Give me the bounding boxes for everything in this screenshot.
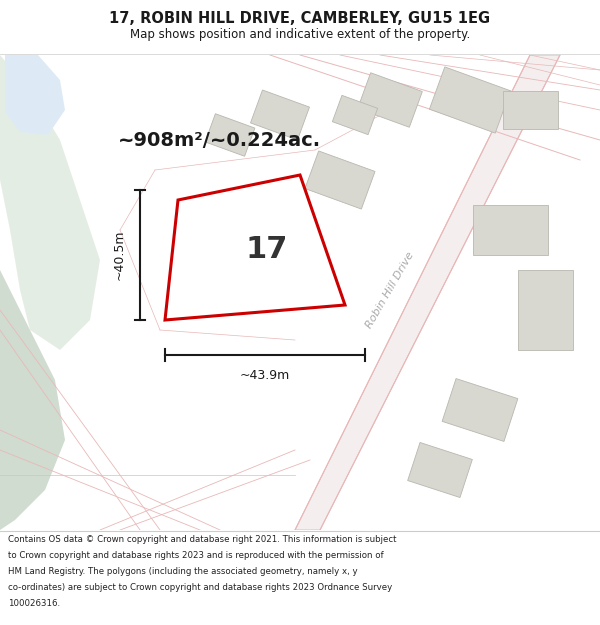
Polygon shape [430,67,511,133]
Text: ~908m²/~0.224ac.: ~908m²/~0.224ac. [118,131,321,149]
Polygon shape [305,151,375,209]
Text: 100026316.: 100026316. [8,599,60,608]
Polygon shape [0,55,100,350]
Text: co-ordinates) are subject to Crown copyright and database rights 2023 Ordnance S: co-ordinates) are subject to Crown copyr… [8,583,392,592]
Polygon shape [205,114,255,156]
Text: ~43.9m: ~43.9m [240,369,290,382]
Polygon shape [0,270,65,530]
Text: 17: 17 [246,236,288,264]
Polygon shape [503,91,557,129]
Polygon shape [517,270,572,350]
Polygon shape [473,205,548,255]
Polygon shape [251,90,310,140]
Polygon shape [332,96,377,134]
Polygon shape [295,55,560,530]
Polygon shape [5,55,65,135]
Text: HM Land Registry. The polygons (including the associated geometry, namely x, y: HM Land Registry. The polygons (includin… [8,567,358,576]
Text: Map shows position and indicative extent of the property.: Map shows position and indicative extent… [130,28,470,41]
Text: ~40.5m: ~40.5m [113,230,126,280]
Polygon shape [407,442,472,498]
Polygon shape [165,175,345,320]
Text: Contains OS data © Crown copyright and database right 2021. This information is : Contains OS data © Crown copyright and d… [8,535,397,544]
Polygon shape [358,72,422,127]
Text: 17, ROBIN HILL DRIVE, CAMBERLEY, GU15 1EG: 17, ROBIN HILL DRIVE, CAMBERLEY, GU15 1E… [109,11,491,26]
Polygon shape [442,379,518,441]
Text: Robin Hill Drive: Robin Hill Drive [364,250,416,330]
Text: to Crown copyright and database rights 2023 and is reproduced with the permissio: to Crown copyright and database rights 2… [8,551,383,560]
